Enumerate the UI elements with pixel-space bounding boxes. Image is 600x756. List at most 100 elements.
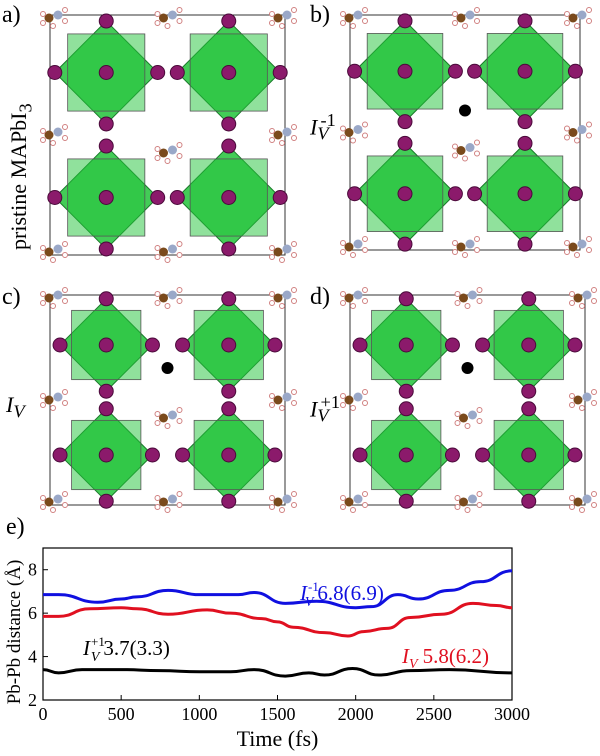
nitrogen-atom (53, 392, 63, 402)
methylammonium-molecule (454, 491, 483, 513)
hydrogen-atom (40, 20, 46, 26)
iodine-atom (221, 138, 237, 154)
carbon-atom (344, 395, 354, 405)
hydrogen-atom (176, 491, 183, 497)
hydrogen-atom (269, 20, 275, 26)
hydrogen-atom (176, 252, 183, 258)
iodine-atom (150, 65, 166, 80)
annotation-base: I (401, 644, 410, 668)
hydrogen-atom (350, 303, 356, 309)
nitrogen-atom (465, 143, 475, 152)
carbon-atom (159, 148, 168, 158)
hydrogen-atom (454, 504, 461, 510)
nitrogen-atom (53, 10, 63, 20)
iodine-atom (221, 190, 237, 205)
methylammonium-molecule (452, 7, 480, 29)
hydrogen-atom (350, 137, 356, 144)
state-sup: -1 (320, 110, 336, 130)
iodine-atom (98, 65, 114, 80)
iodine-atom (567, 63, 583, 79)
hydrogen-atom (176, 287, 183, 293)
hydrogen-atom (362, 389, 368, 395)
iodine-atom (272, 65, 288, 80)
hydrogen-atom (340, 402, 346, 408)
iodine-atom (397, 63, 413, 79)
iodine-atom (169, 190, 185, 205)
iodine-atom (267, 447, 283, 463)
nitrogen-atom (353, 392, 363, 402)
iodine-atom (267, 337, 283, 353)
hydrogen-atom (164, 158, 171, 164)
iodine-atom (567, 337, 583, 353)
x-tick-label: 2000 (338, 704, 374, 724)
iodine-atom (398, 291, 414, 307)
hydrogen-atom (452, 143, 458, 150)
hydrogen-atom (62, 124, 68, 130)
crystal-structures (40, 7, 597, 513)
iodine-atom (397, 236, 413, 252)
hydrogen-atom (62, 400, 68, 406)
hydrogen-atom (362, 400, 368, 406)
nitrogen-atom (282, 127, 292, 137)
methylammonium-molecule (154, 142, 183, 164)
carbon-atom (456, 13, 466, 23)
iodine-atom (144, 337, 160, 353)
hydrogen-atom (62, 389, 68, 395)
carbon-atom (344, 497, 354, 507)
series-line-1 (42, 601, 513, 638)
iodine-atom (47, 190, 63, 205)
iodine-vacancy-marker (459, 104, 471, 117)
methylammonium-molecule (564, 121, 592, 144)
annotation-sup: -1 (308, 579, 319, 594)
panel-b-state-label: IV-1 (310, 110, 336, 145)
methylammonium-molecule (564, 236, 592, 258)
panel-a-label: a) (2, 2, 21, 28)
iodine-atom (221, 291, 237, 307)
carbon-atom (568, 128, 578, 137)
hydrogen-atom (569, 402, 575, 408)
x-tick-label: 1000 (181, 704, 217, 724)
hydrogen-atom (62, 491, 68, 497)
state-sub: V (13, 401, 25, 422)
iodine-atom (398, 337, 414, 353)
hydrogen-atom (591, 502, 597, 508)
iodine-atom (521, 291, 537, 307)
hydrogen-atom (269, 245, 275, 251)
hydrogen-atom (340, 504, 346, 510)
annotation-sub: V (409, 657, 419, 672)
hydrogen-atom (269, 11, 275, 17)
hydrogen-atom (362, 132, 368, 139)
hydrogen-atom (591, 400, 597, 406)
carbon-atom (273, 130, 283, 140)
hydrogen-atom (564, 240, 570, 246)
hydrogen-atom (154, 291, 161, 297)
hydrogen-atom (362, 7, 368, 13)
pbi6-octahedron-face (486, 155, 564, 232)
hydrogen-atom (40, 393, 46, 399)
methylammonium-molecule (40, 7, 68, 29)
hydrogen-atom (50, 257, 56, 263)
hydrogen-atom (40, 495, 46, 501)
iodine-atom (98, 138, 114, 154)
hydrogen-atom (176, 18, 183, 24)
hydrogen-atom (154, 155, 161, 161)
hydrogen-atom (362, 236, 368, 242)
hydrogen-atom (574, 23, 580, 29)
structure-panel (40, 287, 297, 513)
hydrogen-atom (40, 245, 46, 251)
hydrogen-atom (62, 241, 68, 247)
nitrogen-atom (282, 10, 292, 20)
hydrogen-atom (164, 257, 171, 263)
iodine-atom (517, 236, 533, 252)
iodine-atom (517, 135, 533, 151)
x-tick-label: 500 (108, 704, 135, 724)
annotation-base: I (82, 636, 91, 660)
hydrogen-atom (474, 150, 480, 157)
methylammonium-molecule (340, 121, 368, 144)
carbon-atom (573, 293, 583, 303)
iodine-atom (221, 383, 237, 399)
hydrogen-atom (279, 405, 285, 411)
hydrogen-atom (362, 502, 368, 508)
iodine-atom (397, 13, 413, 29)
panel-d-state-label: IV+1 (310, 392, 340, 427)
